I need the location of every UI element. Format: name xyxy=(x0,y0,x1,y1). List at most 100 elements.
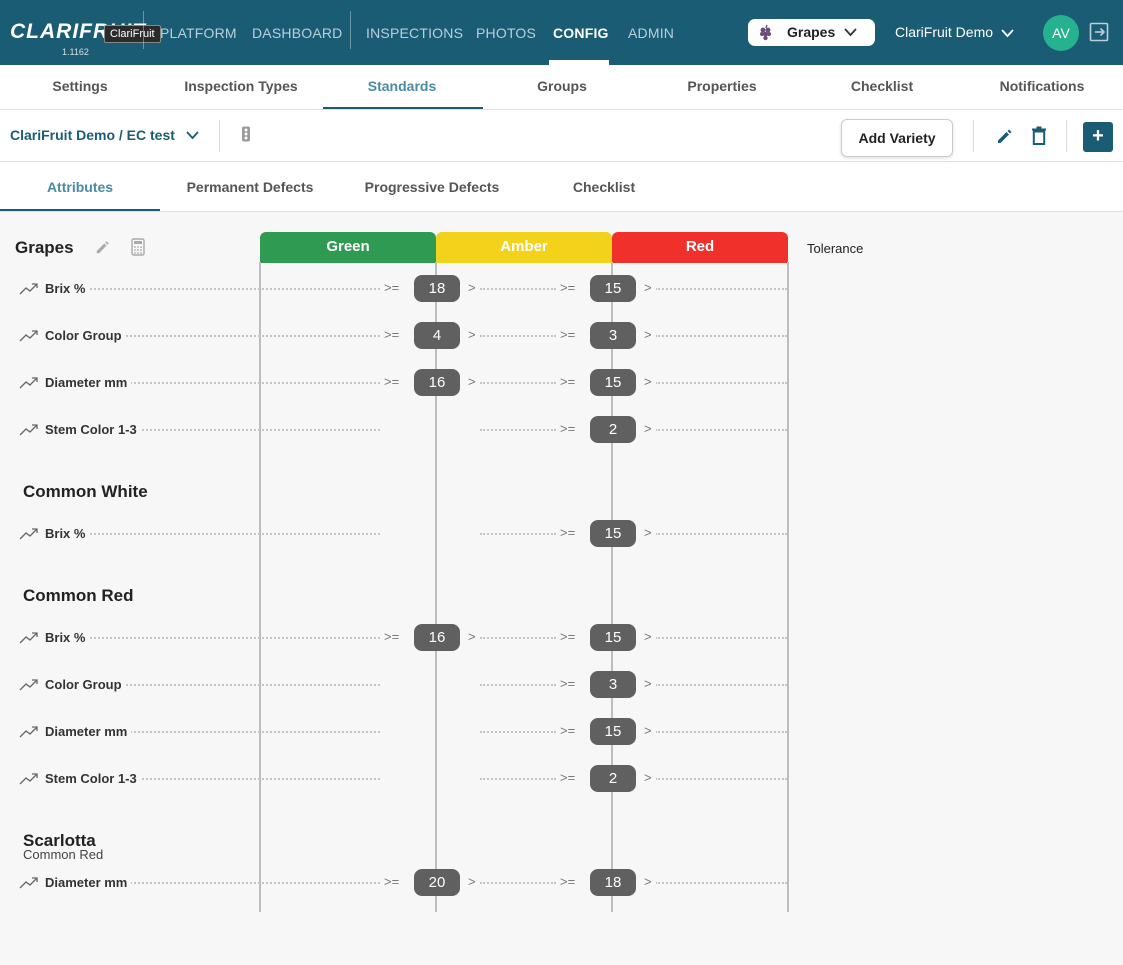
operator-gte: >= xyxy=(380,280,404,295)
chevron-right-icon: > xyxy=(640,874,656,889)
dotted-leader xyxy=(480,778,556,780)
fruit-select[interactable]: Grapes xyxy=(748,19,875,46)
add-variety-button[interactable]: Add Variety xyxy=(841,119,953,157)
chevron-down-icon[interactable] xyxy=(1001,28,1014,38)
calculator-icon[interactable] xyxy=(131,238,145,256)
threshold-green-value[interactable]: 4 xyxy=(414,322,460,349)
tab-checklist-defects[interactable]: Checklist xyxy=(572,179,636,195)
threshold-green-value[interactable]: 18 xyxy=(414,275,460,302)
dotted-leader xyxy=(655,288,787,290)
chevron-right-icon: > xyxy=(640,374,656,389)
subtab-active-underline xyxy=(323,107,483,109)
threshold-amber-value[interactable]: 15 xyxy=(590,369,636,396)
dotted-leader xyxy=(90,533,380,535)
threshold-amber-value[interactable]: 15 xyxy=(590,520,636,547)
threshold-green-value[interactable]: 20 xyxy=(414,869,460,896)
chevron-down-icon xyxy=(844,28,857,37)
dotted-leader xyxy=(90,684,380,686)
threshold-amber-value[interactable]: 18 xyxy=(590,869,636,896)
traffic-light-icon[interactable] xyxy=(240,126,252,142)
nav-divider xyxy=(143,11,144,49)
chevron-right-icon: > xyxy=(464,280,480,295)
nav-active-underline xyxy=(549,60,609,65)
dotted-leader xyxy=(655,335,787,337)
attribute-name[interactable]: Diameter mm xyxy=(45,724,132,739)
chevron-right-icon: > xyxy=(640,280,656,295)
operator-gte: >= xyxy=(380,629,404,644)
tab-standards[interactable]: Standards xyxy=(367,78,437,94)
operator-gte: >= xyxy=(556,676,580,691)
chevron-down-icon[interactable] xyxy=(186,130,199,140)
avatar[interactable]: AV xyxy=(1043,15,1079,51)
tab-notifications[interactable]: Notifications xyxy=(999,78,1085,94)
nav-admin[interactable]: ADMIN xyxy=(628,25,675,41)
attribute-name[interactable]: Stem Color 1-3 xyxy=(45,422,141,437)
nav-inspections[interactable]: INSPECTIONS xyxy=(366,25,464,41)
tab-inspection-types[interactable]: Inspection Types xyxy=(184,78,298,94)
threshold-amber-value[interactable]: 2 xyxy=(590,416,636,443)
threshold-amber-value[interactable]: 15 xyxy=(590,624,636,651)
chevron-right-icon: > xyxy=(640,723,656,738)
trash-icon[interactable] xyxy=(1031,126,1047,145)
operator-gte: >= xyxy=(556,374,580,389)
tab-properties[interactable]: Properties xyxy=(687,78,757,94)
add-button[interactable]: + xyxy=(1083,122,1113,152)
column-header-amber: Amber xyxy=(436,232,612,263)
tab-groups[interactable]: Groups xyxy=(537,78,587,94)
pencil-icon[interactable] xyxy=(996,127,1014,145)
dotted-leader xyxy=(655,778,787,780)
chevron-right-icon: > xyxy=(464,874,480,889)
attribute-name[interactable]: Stem Color 1-3 xyxy=(45,771,141,786)
threshold-amber-value[interactable]: 2 xyxy=(590,765,636,792)
threshold-amber-value[interactable]: 3 xyxy=(590,671,636,698)
operator-gte: >= xyxy=(556,629,580,644)
toolbar-divider xyxy=(1066,120,1067,152)
threshold-amber-value[interactable]: 3 xyxy=(590,322,636,349)
nav-divider xyxy=(350,11,351,49)
dotted-leader xyxy=(655,382,787,384)
nav-photos[interactable]: PHOTOS xyxy=(476,25,537,41)
tab-attributes[interactable]: Attributes xyxy=(46,179,114,195)
tab-permanent-defects[interactable]: Permanent Defects xyxy=(186,179,314,195)
org-select[interactable]: ClariFruit Demo xyxy=(895,24,994,40)
attribute-name[interactable]: Brix % xyxy=(45,526,90,541)
attribute-row: Brix % >= 15 > xyxy=(0,519,800,549)
attribute-row: Color Group >= 4 > >= 3 > xyxy=(0,321,800,351)
threshold-amber-value[interactable]: 15 xyxy=(590,275,636,302)
chevron-right-icon: > xyxy=(640,676,656,691)
operator-gte: >= xyxy=(556,723,580,738)
logout-icon[interactable] xyxy=(1089,22,1109,42)
threshold-amber-value[interactable]: 15 xyxy=(590,718,636,745)
column-header-red: Red xyxy=(612,232,788,263)
innertab-active-underline xyxy=(0,209,160,211)
dotted-leader xyxy=(480,533,556,535)
tab-settings[interactable]: Settings xyxy=(52,78,108,94)
threshold-green-value[interactable]: 16 xyxy=(414,624,460,651)
attribute-name[interactable]: Diameter mm xyxy=(45,875,132,890)
grid-line xyxy=(259,262,261,912)
attribute-name[interactable]: Diameter mm xyxy=(45,375,132,390)
dotted-leader xyxy=(90,637,380,639)
attribute-name[interactable]: Brix % xyxy=(45,630,90,645)
nav-dashboard[interactable]: DASHBOARD xyxy=(252,25,343,41)
pencil-icon[interactable] xyxy=(95,239,111,255)
app-version: 1.1162 xyxy=(62,47,89,57)
dotted-leader xyxy=(480,382,556,384)
threshold-green-value[interactable]: 16 xyxy=(414,369,460,396)
standards-toolbar: ClariFruit Demo / EC test Add Variety + xyxy=(0,110,1123,162)
attribute-name[interactable]: Color Group xyxy=(45,677,126,692)
dotted-leader xyxy=(655,637,787,639)
nav-platform[interactable]: PLATFORM xyxy=(160,25,237,41)
nav-config[interactable]: CONFIG xyxy=(553,25,609,41)
trend-up-icon xyxy=(19,632,38,644)
group-title: Common White xyxy=(23,482,148,501)
attribute-name[interactable]: Brix % xyxy=(45,281,90,296)
chevron-right-icon: > xyxy=(464,327,480,342)
tab-checklist[interactable]: Checklist xyxy=(850,78,914,94)
operator-gte: >= xyxy=(556,525,580,540)
dotted-leader xyxy=(480,429,556,431)
tab-progressive-defects[interactable]: Progressive Defects xyxy=(364,179,500,195)
breadcrumb[interactable]: ClariFruit Demo / EC test xyxy=(10,127,175,143)
column-header-tolerance: Tolerance xyxy=(807,241,864,256)
attribute-name[interactable]: Color Group xyxy=(45,328,126,343)
